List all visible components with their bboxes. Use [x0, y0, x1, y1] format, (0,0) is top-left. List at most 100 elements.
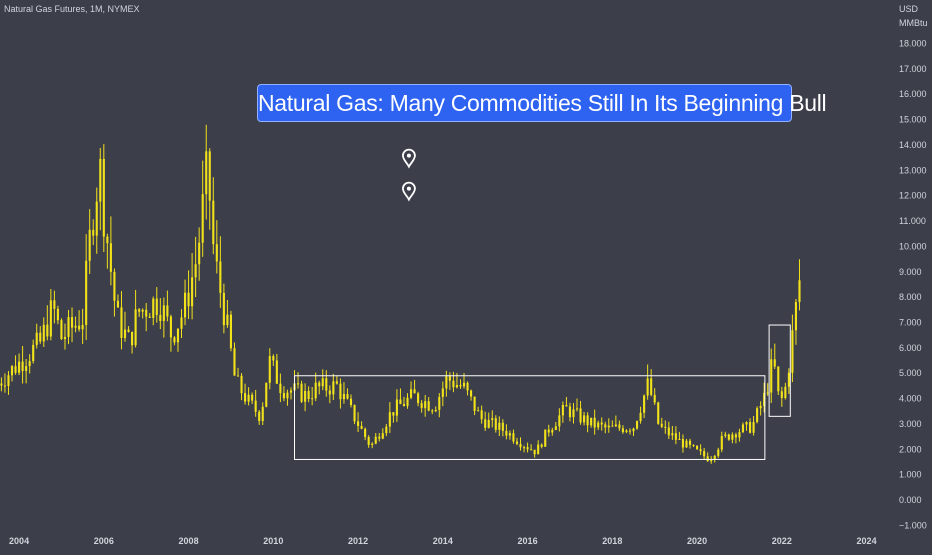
candle-body [583, 415, 586, 423]
candle-body [579, 408, 582, 423]
candle-body [145, 309, 148, 317]
candle-body [159, 314, 162, 321]
candle-body [646, 378, 649, 396]
y-tick-label: 3.000 [899, 419, 922, 429]
candle-body [127, 329, 130, 332]
candle-body [441, 388, 444, 397]
headline-callout[interactable]: Natural Gas: Many Commodities Still In I… [257, 84, 827, 122]
candle-body [660, 423, 663, 427]
candle-body [763, 392, 766, 407]
candle-body [741, 424, 745, 433]
candle-body [667, 427, 670, 436]
candle-body [717, 449, 720, 456]
candle-body [625, 430, 628, 433]
candle-body [3, 385, 7, 387]
candle-body [131, 331, 134, 346]
candle-body [780, 391, 783, 398]
candle-body [162, 305, 165, 321]
x-tick-label: 2022 [772, 536, 792, 546]
candle-body [480, 410, 483, 420]
y-tick-label: 14.000 [899, 140, 927, 150]
candle-body [286, 392, 289, 399]
candle-body [727, 434, 730, 440]
candle-body [685, 440, 688, 448]
candle-body [607, 425, 610, 428]
x-tick-label: 2012 [348, 536, 368, 546]
candle-body [116, 300, 120, 308]
candle-body [346, 393, 349, 399]
candle-body [183, 292, 187, 318]
candle-body [766, 392, 769, 394]
candle-body [540, 444, 543, 447]
candle-body [367, 437, 370, 445]
y-tick-label: 12.000 [899, 191, 927, 201]
candle-body [134, 309, 137, 346]
candle-body [42, 324, 45, 342]
y-tick-label: 5.000 [899, 368, 922, 378]
y-tick-label: 10.000 [899, 241, 927, 251]
candle-body [148, 316, 151, 318]
candle-body [678, 439, 681, 441]
candle-body [258, 411, 261, 422]
candle-body [756, 408, 759, 423]
y-tick-label: 18.000 [899, 39, 927, 49]
candle-body [688, 440, 692, 445]
candle-body [296, 383, 300, 385]
candle-body [434, 409, 437, 412]
y-tick-label: 15.000 [899, 115, 927, 125]
candle-body [25, 366, 28, 372]
candle-body [512, 433, 515, 442]
candle-body [49, 300, 52, 337]
candle-body [745, 422, 748, 425]
candle-body [14, 366, 17, 373]
candle-body [604, 424, 607, 428]
candle-body [455, 385, 459, 388]
candle-body [770, 359, 773, 393]
candle-body [349, 398, 353, 406]
candle-body [650, 378, 653, 395]
candle-body [53, 300, 56, 309]
unit-label: MMBtu [899, 18, 928, 28]
candle-body [706, 456, 709, 462]
candle-body [106, 236, 109, 244]
candle-body [501, 422, 504, 431]
candle-body [526, 447, 529, 450]
candle-body [554, 426, 557, 430]
candle-body [399, 399, 402, 404]
candle-body [664, 426, 667, 428]
candle-body [653, 394, 656, 403]
x-tick-label: 2016 [518, 536, 538, 546]
candle-body [289, 390, 293, 393]
candle-body [180, 317, 183, 329]
candle-body [279, 383, 282, 394]
candle-body [519, 443, 522, 448]
candle-body [194, 264, 197, 278]
candle-body [508, 433, 511, 436]
candle-body [402, 403, 406, 406]
candle-body [787, 372, 790, 387]
candle-body [342, 393, 346, 400]
candle-body [671, 433, 674, 436]
pin-dot [406, 186, 411, 191]
candle-body [247, 394, 250, 402]
candle-body [74, 325, 77, 328]
candle-body [470, 390, 473, 397]
candle-body [275, 360, 278, 384]
candle-body [544, 429, 547, 447]
price-axis[interactable]: −1.000 0.000 1.000 2.000 3.000 4.000 5.000 6.00… [899, 39, 927, 531]
candle-body [99, 158, 102, 202]
time-axis[interactable]: 2004 2006 2008 2010 2012 2014 2016 2018 2020 2022… [9, 536, 877, 546]
y-tick-label: −1.000 [899, 520, 927, 530]
candle-body [558, 415, 561, 427]
candle-body [618, 424, 621, 429]
candle-body [282, 393, 285, 399]
candle-body [547, 429, 550, 433]
candle-body [791, 330, 794, 373]
candle-body [88, 229, 91, 261]
candle-body [794, 302, 798, 331]
candle-body [328, 390, 331, 395]
candle-body [530, 449, 533, 451]
candle-body [551, 429, 554, 433]
